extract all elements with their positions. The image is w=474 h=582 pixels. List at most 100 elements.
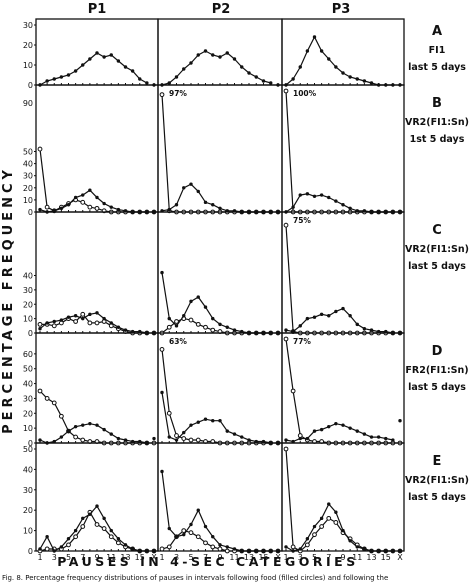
filled-point: [348, 539, 352, 543]
filled-series-line: [39, 189, 147, 213]
filled-series-line: [39, 52, 148, 86]
filled-point: [362, 432, 367, 436]
filled-point: [73, 424, 78, 429]
filled-point: [130, 69, 135, 73]
x-tick-label: X: [275, 553, 281, 562]
y-tick-label: 10: [23, 315, 33, 324]
panel-d-p1: [35, 332, 159, 446]
x-tick-label: X: [151, 553, 157, 562]
open-point: [203, 540, 208, 546]
filled-point: [196, 53, 200, 57]
open-point: [188, 317, 194, 323]
filled-point: [102, 516, 106, 521]
panel-frame: [35, 442, 159, 552]
filled-point: [95, 423, 99, 427]
open-point: [58, 413, 64, 419]
open-point: [80, 199, 86, 205]
open-point: [195, 321, 201, 327]
open-series-line: [285, 338, 393, 444]
filled-point: [160, 469, 164, 474]
open-point: [283, 88, 289, 94]
open-point: [94, 522, 100, 527]
filled-point: [59, 206, 64, 211]
filled-point: [305, 192, 310, 196]
filled-point: [81, 316, 85, 321]
filled-point: [369, 81, 374, 85]
filled-point: [203, 49, 208, 53]
filled-point: [284, 545, 288, 549]
y-tick-label: 40: [23, 380, 33, 389]
x-tick-label: 9: [217, 553, 222, 562]
y-tick-label: 0: [28, 329, 33, 338]
filled-point: [305, 537, 310, 541]
filled-point: [88, 57, 92, 61]
filled-point: [327, 314, 331, 318]
condition-letter: A: [432, 24, 442, 39]
open-point: [195, 437, 201, 443]
x-tick-label: 1: [159, 553, 164, 562]
open-point: [80, 311, 86, 317]
open-point: [44, 546, 50, 552]
open-point: [80, 437, 86, 443]
filled-point: [66, 203, 71, 207]
condition-label: FI1: [429, 45, 446, 56]
filled-point: [160, 390, 164, 395]
filled-point: [240, 549, 244, 553]
filled-point: [167, 316, 171, 321]
x-tick-label: 1: [37, 553, 42, 562]
filled-point: [109, 53, 113, 57]
open-point: [188, 530, 194, 536]
y-tick-label: 0: [28, 439, 33, 448]
open-point: [217, 546, 223, 552]
filled-point: [116, 436, 121, 441]
y-tick-label: 0: [28, 547, 33, 556]
filled-point: [38, 438, 42, 442]
open-series-line: [161, 94, 271, 213]
filled-point: [398, 549, 402, 553]
filled-point: [109, 528, 113, 533]
filled-point: [174, 438, 179, 442]
filled-point: [145, 549, 149, 553]
filled-point: [95, 195, 99, 200]
filled-point: [167, 435, 171, 439]
open-point: [166, 410, 172, 416]
panel-b-p3: 100%: [281, 84, 405, 215]
filled-point: [355, 545, 359, 549]
open-point: [174, 433, 179, 438]
open-point: [37, 388, 43, 394]
filled-point: [123, 65, 128, 69]
panel-e-p3: 1 3 5 7 9 11 13 15 X: [281, 442, 405, 562]
panel-e-p2: 1 3 5 7 9 11 13 15 X: [157, 442, 283, 562]
filled-point: [298, 193, 302, 197]
filled-point: [218, 206, 222, 211]
filled-point: [269, 549, 273, 553]
filled-point: [298, 65, 302, 69]
x-tick-label: 11: [229, 553, 239, 562]
filled-point: [196, 189, 200, 194]
open-point: [87, 204, 93, 210]
filled-point: [73, 69, 78, 73]
filled-point: [116, 59, 121, 63]
open-point: [101, 526, 107, 531]
open-point: [44, 204, 50, 210]
open-point: [312, 532, 317, 538]
filled-point: [312, 429, 317, 433]
filled-point: [362, 79, 367, 83]
panel-d-p2: 63%: [157, 332, 283, 446]
filled-point: [348, 314, 352, 318]
filled-point: [298, 324, 302, 328]
y-tick-label: 20: [23, 41, 33, 50]
filled-point: [66, 315, 71, 319]
open-point: [181, 528, 187, 533]
filled-point: [189, 299, 193, 304]
filled-point: [334, 199, 338, 203]
filled-point: [319, 49, 324, 53]
filled-point: [109, 205, 113, 209]
filled-series-line: [161, 50, 271, 86]
open-series-line: [40, 313, 147, 334]
y-tick-label: 40: [23, 160, 33, 169]
panel-a-p2: [157, 18, 283, 87]
filled-point: [167, 81, 171, 85]
filled-point: [81, 193, 85, 197]
